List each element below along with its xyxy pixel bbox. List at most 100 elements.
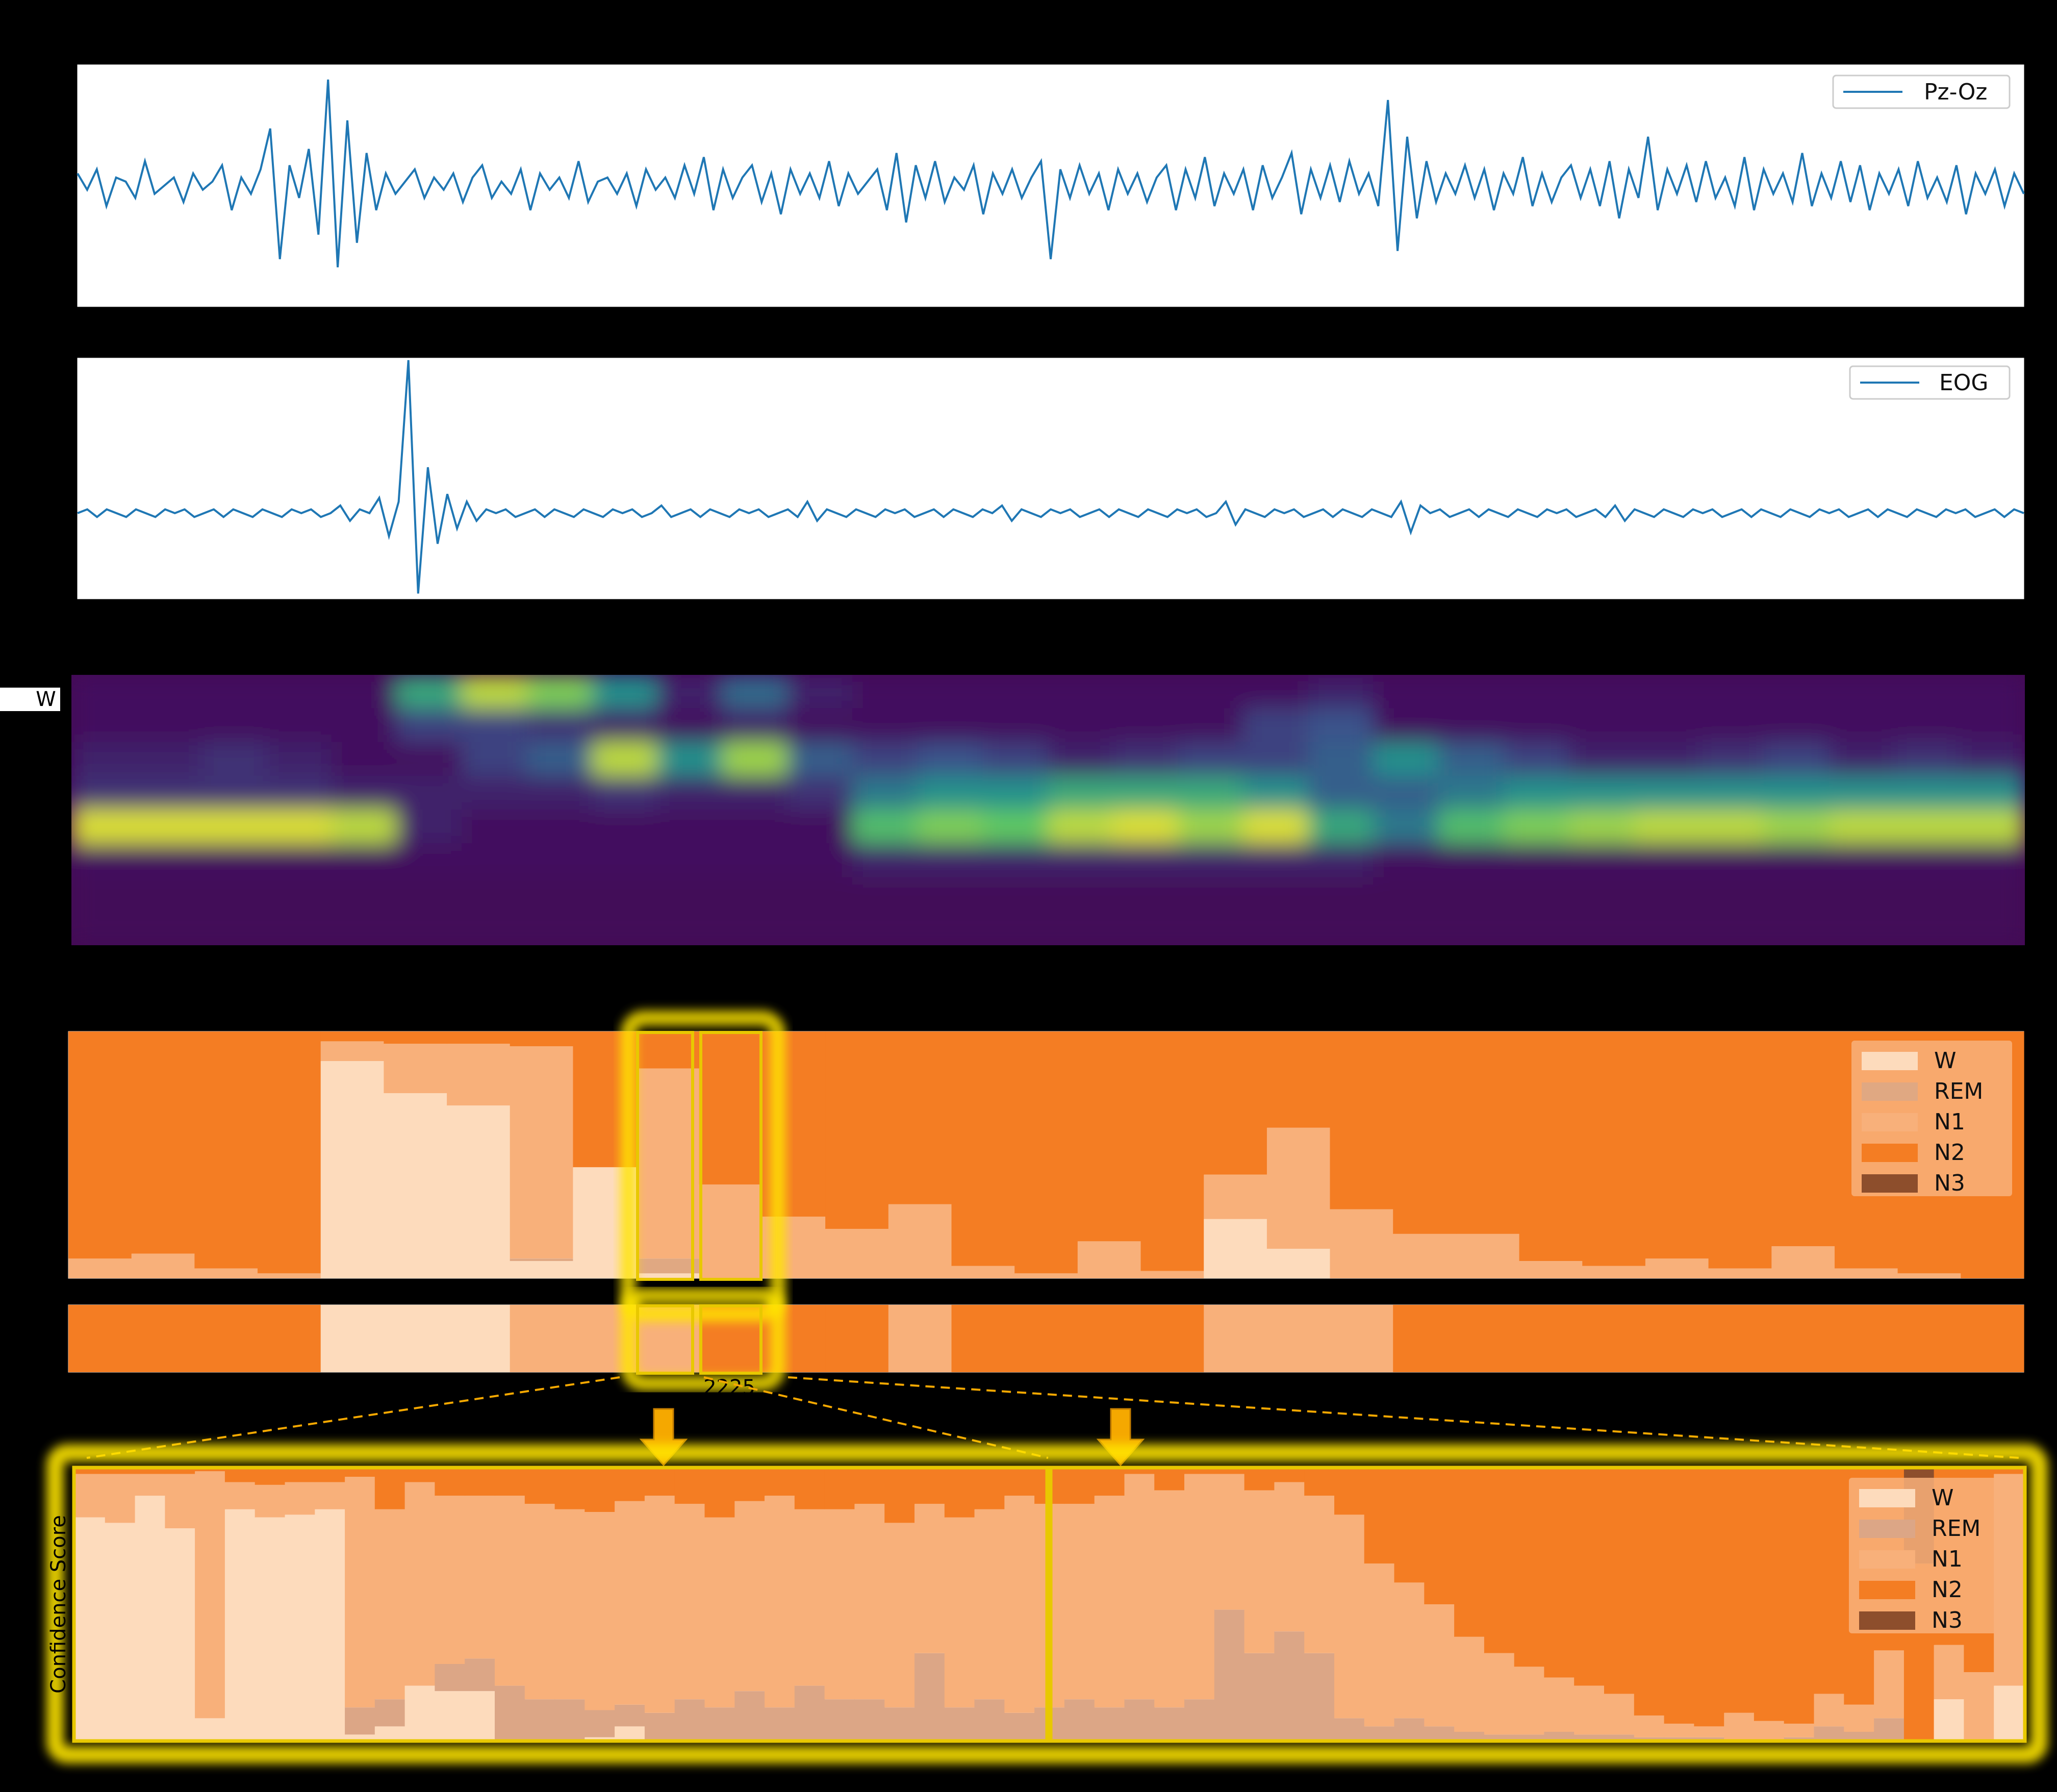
bar-segment-n1 — [1393, 1233, 1457, 1278]
heatmap-cell — [1764, 911, 1830, 945]
heatmap-cell — [1048, 675, 1114, 710]
legend-swatch — [1862, 1174, 1918, 1193]
heatmap-cell — [592, 775, 658, 811]
heatmap-cell — [136, 708, 202, 743]
heatmap-cell — [396, 911, 463, 945]
bar-segment-n1 — [1184, 1474, 1215, 1700]
legend-swatch — [1862, 1052, 1918, 1070]
bar-segment-n2 — [1204, 1031, 1267, 1175]
heatmap-ylabel: W — [36, 688, 56, 711]
bar-segment-w — [615, 1726, 645, 1740]
bar-segment-n1 — [585, 1512, 615, 1710]
bar-segment-n1 — [1454, 1636, 1485, 1732]
heatmap-cell — [722, 810, 789, 845]
heatmap-cell — [201, 810, 267, 845]
heatmap-cell — [657, 675, 723, 710]
bar-segment-w — [465, 1691, 495, 1740]
bar-segment-w — [315, 1509, 345, 1740]
heatmap-ylabel-box — [0, 688, 60, 711]
bar-segment-rem — [345, 1707, 375, 1735]
heatmap-cell — [462, 911, 528, 945]
bar-segment-n1 — [1634, 1715, 1665, 1737]
bar-segment-w — [585, 1737, 615, 1740]
bar-segment-n2 — [1214, 1469, 1245, 1474]
heatmap-cell — [1698, 742, 1765, 777]
bar-segment-n2 — [285, 1469, 315, 1482]
eeg-legend-label: Pz-Oz — [1924, 79, 1987, 105]
bar-segment-rem — [1514, 1734, 1545, 1740]
bar-segment-n2 — [915, 1469, 945, 1504]
heatmap-cell — [982, 911, 1049, 945]
bar-segment-n1 — [374, 1509, 405, 1700]
bar-segment-n1 — [1519, 1261, 1583, 1278]
bar-segment-n1 — [255, 1484, 286, 1518]
bar-segment-rem — [636, 1258, 700, 1274]
bar-segment-w — [435, 1691, 465, 1740]
heatmap-cell — [1959, 911, 2025, 945]
bar-segment-n1 — [1645, 1258, 1709, 1278]
heatmap-cell — [1112, 877, 1179, 912]
heatmap-cell — [526, 843, 593, 878]
heatmap-cell — [1503, 843, 1570, 878]
bar-segment-n2 — [510, 1031, 573, 1046]
heatmap-cell — [1634, 775, 1700, 811]
bar-segment-rem — [1334, 1718, 1365, 1740]
bar-segment-n2 — [1514, 1469, 1545, 1667]
heatmap-cell — [1894, 742, 1961, 777]
bar-segment-rem — [944, 1707, 975, 1740]
bar-segment-n2 — [315, 1469, 345, 1482]
hypnogram-epoch — [1140, 1305, 1204, 1372]
bar-segment-n2 — [1014, 1031, 1078, 1274]
hypnogram-epoch — [1330, 1305, 1393, 1372]
heatmap-cell — [1243, 877, 1309, 912]
bar-segment-rem — [1844, 1732, 1874, 1740]
heatmap-cell — [1308, 675, 1375, 710]
heatmap-cell — [917, 742, 984, 777]
heatmap-cell — [1438, 877, 1505, 912]
zoom-box-right — [1049, 1466, 2027, 1743]
heatmap-cell — [852, 877, 919, 912]
bar-segment-rem — [1274, 1631, 1305, 1740]
heatmap-cell — [1829, 877, 1895, 912]
bar-segment-n1 — [825, 1229, 889, 1278]
bar-segment-rem — [585, 1710, 615, 1737]
bar-segment-n2 — [1484, 1469, 1515, 1653]
legend-swatch — [1859, 1550, 1915, 1569]
bar-segment-rem — [824, 1699, 855, 1740]
heatmap-cell — [852, 675, 919, 710]
bar-segment-n2 — [699, 1031, 763, 1185]
heatmap-cell — [1178, 708, 1244, 743]
selection-box-4 — [699, 1304, 763, 1375]
bar-segment-n2 — [1519, 1031, 1583, 1261]
heatmap-cell — [722, 708, 789, 743]
bar-segment-w — [1934, 1699, 1964, 1740]
bar-segment-n2 — [644, 1469, 675, 1496]
heatmap-cell — [1829, 911, 1895, 945]
heatmap-cell — [136, 843, 202, 878]
heatmap-cell — [1894, 911, 1961, 945]
heatmap-cell — [462, 775, 528, 811]
heatmap-cell — [982, 675, 1049, 710]
bar-segment-n1 — [285, 1482, 315, 1515]
bar-segment-n1 — [636, 1068, 700, 1259]
heatmap-cell — [1438, 810, 1505, 845]
heatmap-cell — [1568, 742, 1635, 777]
heatmap-cell — [201, 708, 267, 743]
eog-axes — [75, 356, 2026, 601]
heatmap-cell — [1568, 775, 1635, 811]
heatmap-cell — [657, 843, 723, 878]
heatmap-cell — [1243, 675, 1309, 710]
legend-label: REM — [1932, 1516, 1980, 1542]
heatmap-cell — [136, 810, 202, 845]
bar-segment-n2 — [1574, 1469, 1605, 1686]
bar-segment-n2 — [255, 1469, 286, 1485]
bar-segment-n1 — [1004, 1496, 1035, 1713]
bar-segment-w — [285, 1515, 315, 1740]
bar-segment-n1 — [854, 1504, 885, 1700]
hypnogram-epoch — [1835, 1305, 1898, 1372]
bar-segment-n1 — [765, 1496, 795, 1708]
heatmap-cell — [71, 843, 137, 878]
heatmap-cell — [1438, 675, 1505, 710]
heatmap-cell — [1959, 742, 2025, 777]
bar-segment-n1 — [915, 1504, 945, 1653]
